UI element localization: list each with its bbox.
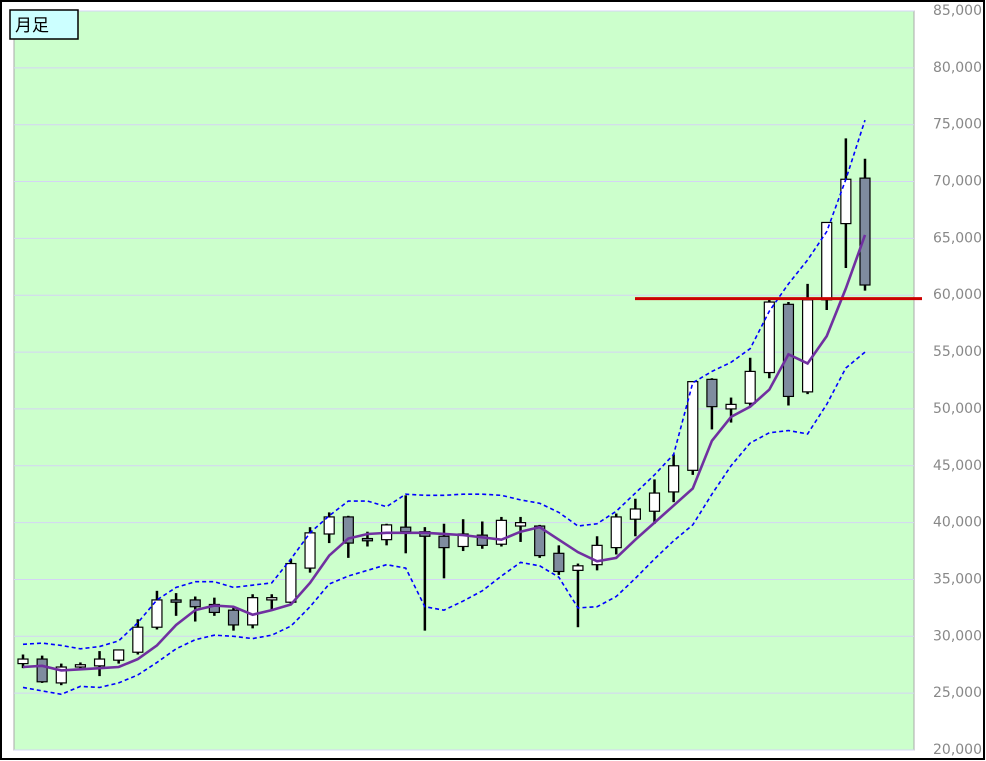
candle-body [610,516,622,549]
candle-body [706,378,718,408]
band-line [22,119,866,650]
candle-body [553,552,565,573]
y-tick-label: 65,000 [933,230,982,246]
y-tick-label: 40,000 [933,515,982,531]
candle-body [266,597,278,601]
candle-body [438,535,450,549]
candle-body [342,516,354,544]
candle-body [648,492,661,512]
candle-body [400,526,412,533]
candle-body [323,516,335,535]
chart-title: 月足 [15,16,49,36]
candle-body [55,666,67,684]
candle-body [189,599,201,608]
candle-body [801,299,814,393]
candle-body [782,303,795,398]
candle-body [361,537,374,542]
candle-body [514,522,527,527]
y-tick-label: 25,000 [933,685,982,701]
candle-body [36,658,48,683]
candle-body [840,178,852,225]
candle-body [170,599,182,603]
y-tick-label: 70,000 [933,174,982,190]
y-tick-label: 35,000 [933,571,982,587]
candle-body [668,465,680,493]
title-box [9,9,79,40]
y-tick-label: 55,000 [933,344,982,360]
candle-body [476,534,488,546]
y-tick-label: 60,000 [933,287,982,303]
candle-body [74,664,87,668]
y-tick-label: 50,000 [933,401,982,417]
y-tick-label: 20,000 [933,742,982,758]
candle-body [629,508,641,520]
candle-body [227,609,240,626]
moving-average [22,234,867,672]
candle-body [495,519,508,545]
plot-background [13,10,915,751]
y-tick-label: 30,000 [933,628,982,644]
candle-body [763,301,775,374]
candle-body [744,370,756,404]
candle-body [821,221,833,301]
candle-body [725,403,737,410]
candle-body [113,649,125,661]
y-tick-label: 80,000 [933,60,982,76]
y-tick-label: 75,000 [933,117,982,133]
candle-body [17,658,29,665]
candle-body [859,177,871,286]
plot-area: 20,000 25,000 30,000 35,000 40,000 45,000 50,0… [13,3,982,758]
candle-body [132,626,144,653]
candle-body [591,544,603,566]
band-line [22,351,866,696]
candle-body [687,381,699,471]
y-tick-label: 85,000 [933,3,982,19]
candle-body [247,597,259,626]
candle-body [285,562,297,603]
candle-body [572,565,584,571]
candle-body [151,599,163,628]
candle-body [93,658,106,667]
y-tick-label: 45,000 [933,458,982,474]
